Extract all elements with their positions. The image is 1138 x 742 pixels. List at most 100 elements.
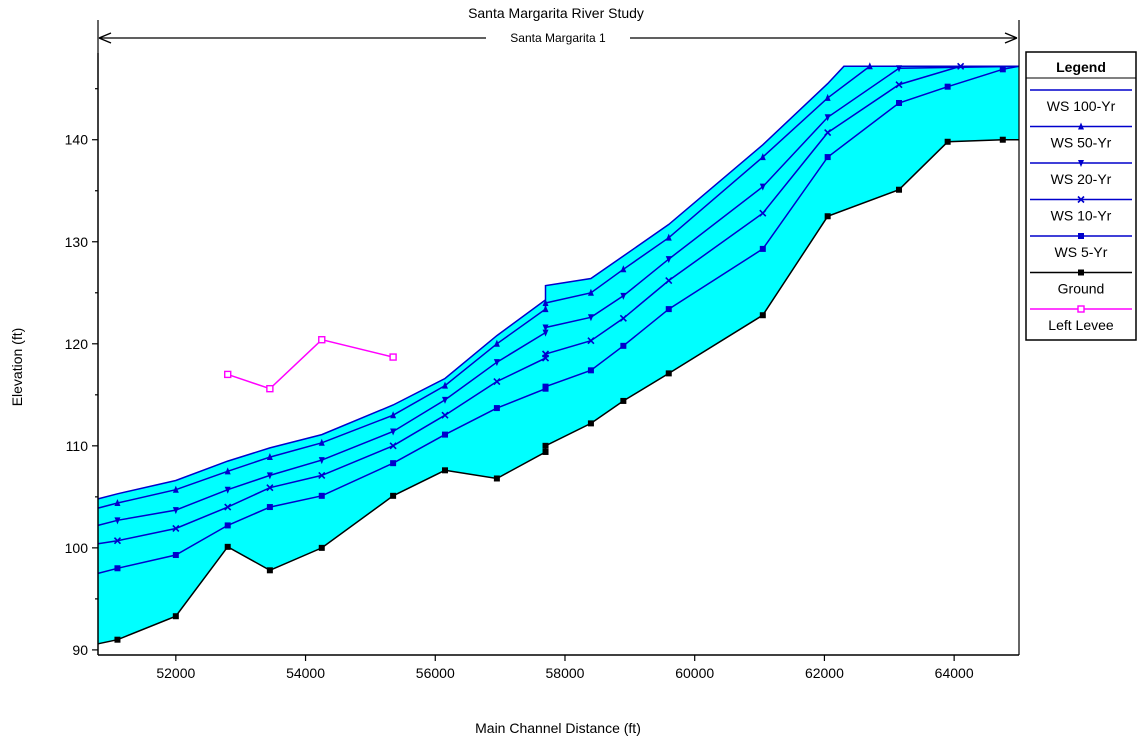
- data-point: [895, 81, 903, 89]
- data-point: [172, 485, 179, 493]
- x-tick-label: 56000: [416, 665, 455, 681]
- data-point: [172, 507, 179, 515]
- data-point: [759, 153, 766, 161]
- data-point: [999, 66, 1006, 73]
- data-point: [441, 411, 449, 419]
- data-point: [224, 503, 232, 511]
- data-point: [587, 337, 595, 345]
- x-tick-label: 64000: [935, 665, 974, 681]
- legend-marker-6: [1077, 305, 1085, 313]
- data-point: [266, 453, 273, 461]
- data-point: [493, 377, 501, 386]
- data-point: [620, 265, 627, 273]
- data-point: [390, 492, 397, 499]
- data-point: [318, 438, 325, 446]
- data-point: [542, 383, 549, 390]
- data-point: [619, 314, 627, 322]
- series-line-0: [97, 65, 1019, 500]
- y-axis-label: Elevation (ft): [9, 328, 25, 407]
- axes: 52000 54000 56000 58000 60000 62000 64000 90 100…: [65, 20, 1020, 681]
- y-tick-label: 100: [65, 540, 89, 556]
- legend-entries: WS 100-Yr WS 50-Yr WS 20-Yr WS 10-Yr WS 5-Yr…: [1030, 89, 1132, 333]
- legend-marker-3: [1077, 195, 1085, 204]
- data-point: [114, 565, 121, 572]
- legend-box: [1025, 51, 1137, 341]
- data-point: [266, 567, 273, 574]
- data-point: [390, 428, 397, 436]
- data-point: [896, 186, 903, 193]
- data-point: [542, 305, 549, 313]
- data-point: [493, 339, 500, 347]
- reach-label: Santa Margarita 1: [510, 31, 606, 45]
- reach-arrow-left-icon: [98, 32, 112, 44]
- legend-label-3: WS 10-Yr: [1051, 208, 1112, 224]
- y-tick-label: 110: [66, 438, 89, 454]
- data-point: [441, 467, 448, 474]
- water-surface-fill: [98, 66, 1019, 644]
- legend: Legend WS 100-Yr WS 50-Yr WS 20-Yr WS 10-Yr…: [1025, 51, 1137, 341]
- data-point: [441, 431, 448, 438]
- data-point: [620, 397, 627, 404]
- x-axis-label: Main Channel Distance (ft): [475, 720, 641, 736]
- data-point: [957, 62, 965, 70]
- series-line-6: [227, 338, 394, 390]
- legend-marker-4: [1078, 233, 1084, 239]
- data-point: [665, 370, 672, 377]
- data-point: [493, 475, 500, 482]
- data-point: [318, 471, 326, 479]
- x-tick-label: 54000: [286, 665, 325, 681]
- data-point: [665, 233, 672, 241]
- data-point: [390, 460, 397, 467]
- legend-label-4: WS 5-Yr: [1055, 244, 1108, 260]
- data-point: [542, 448, 549, 455]
- legend-title: Legend: [1056, 59, 1106, 75]
- data-point: [224, 522, 231, 529]
- data-point: [665, 306, 672, 313]
- data-point: [172, 613, 179, 620]
- data-point: [999, 136, 1006, 143]
- data-point: [318, 336, 326, 344]
- data-point: [542, 442, 549, 449]
- data-point: [620, 292, 627, 300]
- data-point: [620, 342, 627, 349]
- data-point: [224, 486, 231, 494]
- data-point: [114, 498, 121, 506]
- data-point: [896, 99, 903, 106]
- y-tick-label: 90: [72, 642, 88, 658]
- data-point: [493, 405, 500, 412]
- data-point: [389, 442, 397, 450]
- reach-arrow-right-icon: [1004, 32, 1018, 44]
- data-point: [944, 83, 951, 90]
- data-point: [587, 367, 594, 374]
- data-point: [587, 420, 594, 427]
- series-line-2: [97, 65, 1020, 527]
- series-line-5: [97, 138, 1019, 645]
- data-point: [542, 324, 549, 332]
- x-tick-label: 52000: [156, 665, 195, 681]
- data-point: [441, 381, 448, 389]
- data-point: [866, 62, 873, 70]
- legend-marker-2: [1078, 160, 1084, 167]
- data-point: [824, 114, 831, 122]
- data-point: [541, 350, 550, 358]
- data-point: [896, 65, 903, 73]
- chart-title: Santa Margarita River Study: [468, 5, 644, 21]
- data-point: [224, 370, 232, 379]
- data-point: [266, 504, 273, 511]
- data-point: [587, 314, 594, 322]
- data-point: [113, 537, 122, 545]
- marker-layer: [113, 62, 1006, 643]
- data-point: [759, 245, 766, 252]
- data-point: [824, 154, 831, 161]
- data-point: [224, 543, 231, 550]
- data-point: [824, 93, 831, 101]
- data-point: [318, 492, 325, 499]
- data-point: [665, 276, 673, 285]
- data-point: [542, 298, 549, 306]
- data-point: [266, 384, 274, 393]
- legend-marker-5: [1078, 269, 1084, 276]
- data-point: [172, 524, 180, 533]
- data-point: [390, 411, 397, 419]
- data-point: [441, 396, 448, 404]
- reach-indicator: Santa Margarita 1: [98, 31, 1018, 45]
